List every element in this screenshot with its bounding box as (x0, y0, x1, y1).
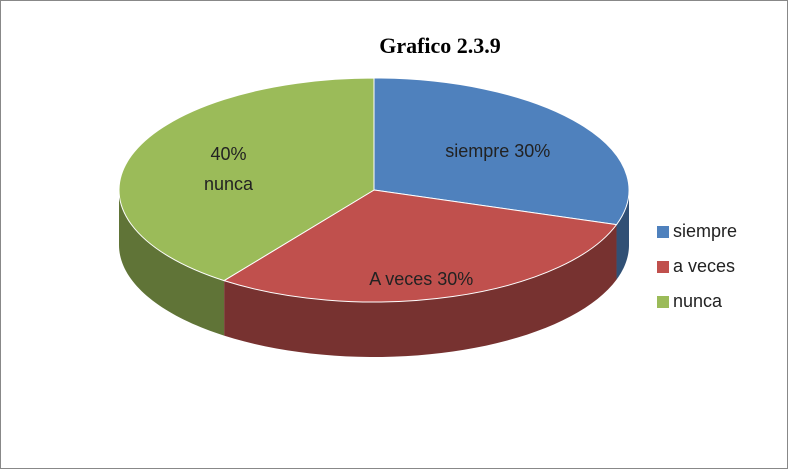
slice-side (119, 190, 225, 336)
legend-swatch (657, 261, 669, 273)
data-label: siempre 30% (445, 140, 551, 161)
chart-title: Grafico 2.3.9 (379, 33, 501, 58)
legend-swatch (657, 226, 669, 238)
slice (118, 77, 375, 282)
legend-label: a veces (673, 256, 735, 276)
legend-label: siempre (673, 221, 737, 241)
slice-side (616, 190, 629, 280)
slice-side (224, 224, 617, 357)
slice (222, 189, 618, 303)
data-label: A veces 30% (369, 268, 474, 289)
data-label: 40% nunca (203, 144, 254, 195)
legend-swatch (657, 296, 669, 308)
legend-label: nunca (673, 291, 723, 311)
slice (373, 77, 630, 226)
